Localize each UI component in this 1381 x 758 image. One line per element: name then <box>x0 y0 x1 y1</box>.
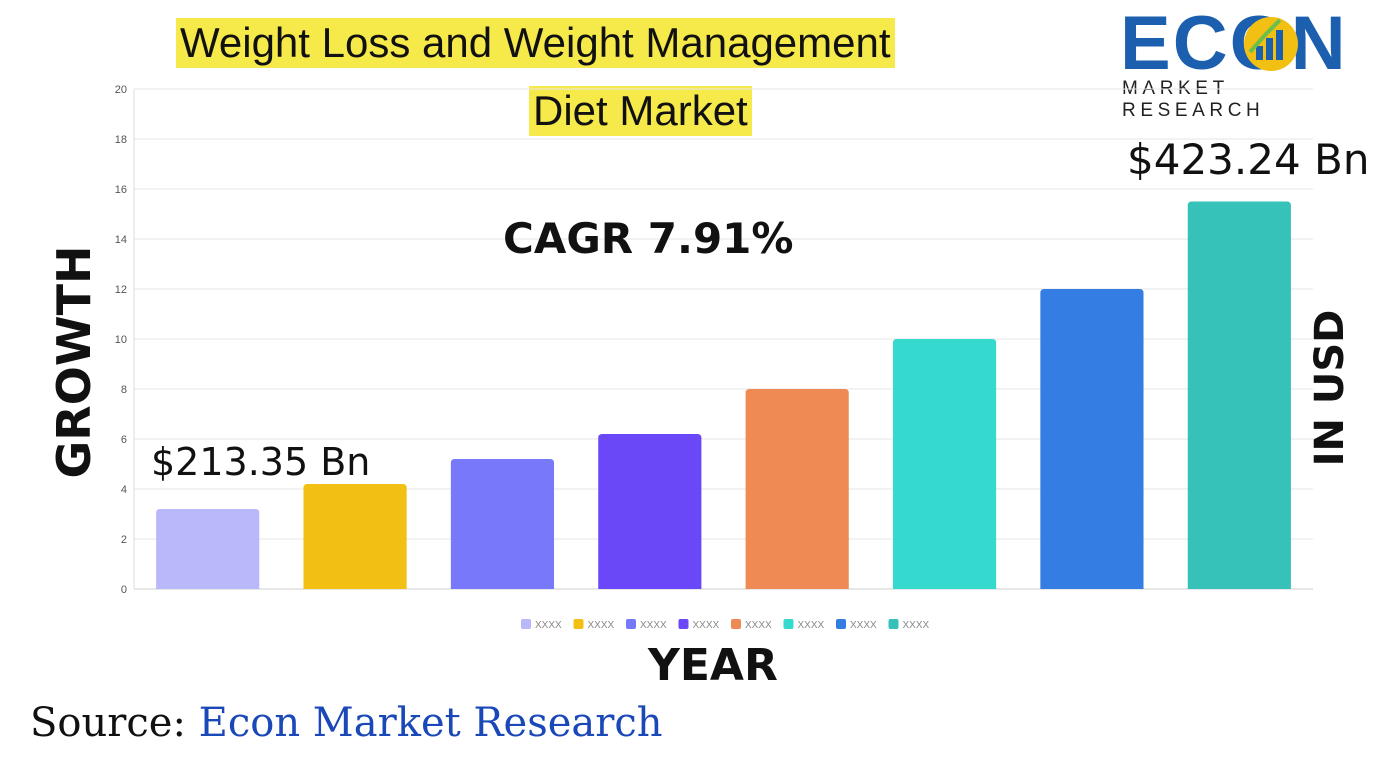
legend-swatch <box>573 619 584 629</box>
source-label: Source: <box>30 700 186 746</box>
y-tick-label: 12 <box>115 284 127 296</box>
bar <box>1187 201 1291 589</box>
legend-swatch <box>783 619 794 629</box>
legend-swatch <box>626 619 636 629</box>
bars <box>156 201 1291 589</box>
legend-swatch <box>888 619 899 629</box>
y-tick-label: 0 <box>121 584 127 596</box>
bar <box>1040 289 1144 589</box>
bar <box>156 509 260 589</box>
legend-label: XXXX <box>588 620 615 631</box>
legend-label: XXXX <box>640 620 667 631</box>
y-tick-label: 10 <box>115 334 127 346</box>
y-tick-label: 6 <box>121 434 127 446</box>
legend-swatch <box>836 619 846 629</box>
y-tick-label: 14 <box>115 234 127 246</box>
chart-title-line-1: Weight Loss and Weight Management <box>176 18 895 68</box>
bar <box>892 339 997 589</box>
legend-swatch <box>731 619 741 629</box>
bar <box>303 484 407 589</box>
y-tick-label: 18 <box>115 134 127 146</box>
bar <box>450 459 555 589</box>
y-axis-unit-label: IN USD <box>1307 309 1353 467</box>
end-value-annotation: $423.24 Bn <box>1127 135 1370 184</box>
bar-chart-bulb-icon <box>1244 17 1298 71</box>
legend-swatch <box>521 619 531 629</box>
start-value-annotation: $213.35 Bn <box>151 440 371 484</box>
y-tick-label: 20 <box>115 84 127 96</box>
legend-label: XXXX <box>903 620 930 631</box>
y-axis-title: GROWTH <box>47 245 101 479</box>
econ-logo: ECON MARKET RESEARCH <box>1118 1 1373 121</box>
logo-word: ECON <box>1120 1 1348 86</box>
legend: XXXX XXXX XXXX XXXX XXXX XXXX XXXX XXXX <box>521 619 930 631</box>
legend-swatch <box>678 619 689 629</box>
y-tick-label: 8 <box>121 384 127 396</box>
y-tick-label: 2 <box>121 534 127 546</box>
legend-label: XXXX <box>798 620 825 631</box>
legend-label: XXXX <box>693 620 720 631</box>
y-tick-label: 16 <box>115 184 127 196</box>
legend-label: XXXX <box>850 620 877 631</box>
cagr-annotation: CAGR 7.91% <box>503 214 794 263</box>
y-tick-label: 4 <box>121 484 127 496</box>
legend-label: XXXX <box>535 620 562 631</box>
bar <box>598 434 702 589</box>
x-axis-title: YEAR <box>648 640 778 691</box>
source-line: Source: Econ Market Research <box>30 700 663 746</box>
legend-label: XXXX <box>745 620 772 631</box>
source-value: Econ Market Research <box>198 700 663 746</box>
y-tick-labels: 0 2 4 6 8 10 12 14 16 18 20 <box>115 84 127 596</box>
bar <box>745 389 849 589</box>
chart-title-line-2: Diet Market <box>529 86 752 136</box>
